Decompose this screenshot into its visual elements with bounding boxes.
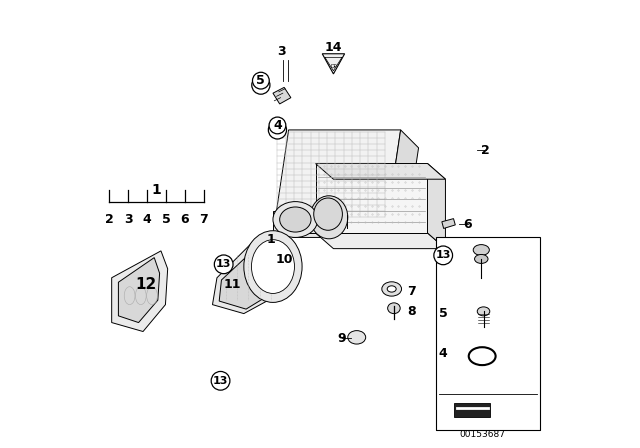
Text: 7: 7 <box>408 284 416 298</box>
Text: 5: 5 <box>256 78 266 92</box>
Polygon shape <box>323 54 345 74</box>
Polygon shape <box>275 220 405 237</box>
Text: 13: 13 <box>213 376 228 386</box>
Polygon shape <box>118 258 159 323</box>
Polygon shape <box>275 130 401 220</box>
Bar <box>436 237 540 430</box>
Polygon shape <box>316 164 445 179</box>
Bar <box>454 403 490 417</box>
Polygon shape <box>387 130 419 237</box>
Ellipse shape <box>314 198 342 230</box>
Ellipse shape <box>474 254 488 263</box>
Text: 13: 13 <box>435 250 451 260</box>
Text: 4: 4 <box>273 119 282 132</box>
Text: 4: 4 <box>273 123 282 137</box>
Text: 6: 6 <box>463 217 472 231</box>
Text: 00153687: 00153687 <box>459 430 505 439</box>
Polygon shape <box>212 242 293 314</box>
Ellipse shape <box>382 282 401 296</box>
Text: 1: 1 <box>266 233 275 246</box>
Polygon shape <box>220 249 287 309</box>
Polygon shape <box>442 219 455 228</box>
Text: 11: 11 <box>224 278 241 291</box>
Text: 6: 6 <box>180 213 189 226</box>
Text: 5: 5 <box>257 74 265 87</box>
Text: 2: 2 <box>105 213 114 226</box>
Ellipse shape <box>388 303 400 314</box>
Text: 14: 14 <box>324 40 342 54</box>
Polygon shape <box>428 164 445 249</box>
Text: DP: DP <box>330 64 337 69</box>
Text: 4: 4 <box>143 213 152 226</box>
Ellipse shape <box>387 286 396 292</box>
Text: 5: 5 <box>161 213 170 226</box>
Text: 13: 13 <box>216 259 232 269</box>
Text: 1: 1 <box>152 183 161 198</box>
Ellipse shape <box>477 307 490 316</box>
Text: 3: 3 <box>278 45 286 58</box>
Polygon shape <box>273 87 291 104</box>
Text: 4: 4 <box>439 347 447 361</box>
Text: 12: 12 <box>136 277 157 292</box>
Text: 10: 10 <box>275 253 293 267</box>
Polygon shape <box>112 251 168 332</box>
Polygon shape <box>273 211 317 233</box>
Ellipse shape <box>348 331 365 344</box>
Text: 5: 5 <box>439 307 447 320</box>
Text: 3: 3 <box>124 213 132 226</box>
Ellipse shape <box>244 231 302 302</box>
Ellipse shape <box>280 207 311 232</box>
Ellipse shape <box>252 240 294 293</box>
Text: 2: 2 <box>481 143 490 157</box>
Text: 9: 9 <box>337 332 346 345</box>
Text: 8: 8 <box>408 305 416 318</box>
Ellipse shape <box>273 202 317 237</box>
Ellipse shape <box>473 245 490 255</box>
Polygon shape <box>316 233 445 249</box>
Text: 7: 7 <box>199 213 208 226</box>
Ellipse shape <box>310 196 348 239</box>
Polygon shape <box>316 164 428 233</box>
